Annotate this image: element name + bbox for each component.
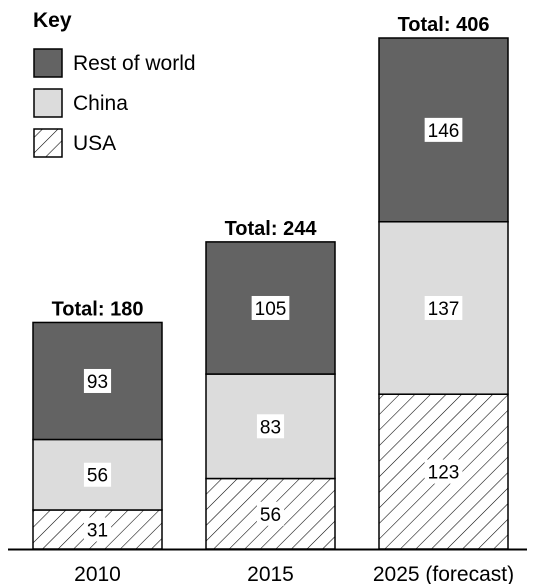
x-tick-labels: 2010 2015 2025 (forecast) xyxy=(74,563,514,584)
legend-swatch-rest-of-world xyxy=(33,48,63,78)
bars: 31 56 93 Total: 180 56 83 105 Total: 244 123 137 1… xyxy=(32,14,509,550)
value-label-usa-2010: 31 xyxy=(87,520,108,541)
value-label-box-china-2010 xyxy=(83,462,112,487)
value-label-rest-of-world-2010: 93 xyxy=(87,372,108,393)
value-label-china-2015: 83 xyxy=(260,417,281,438)
value-label-box-china-2015 xyxy=(256,414,285,439)
legend-swatch-china xyxy=(33,88,63,118)
value-label-box-china-2025-forecast xyxy=(424,295,463,320)
x-tick-label-2015: 2015 xyxy=(247,563,294,584)
total-label-2015: Total: 244 xyxy=(225,218,318,240)
value-label-china-2010: 56 xyxy=(87,466,108,487)
value-label-box-rest-of-world-2025-forecast xyxy=(424,117,463,142)
value-label-box-rest-of-world-2010 xyxy=(83,368,112,393)
value-label-usa-2015: 56 xyxy=(260,505,281,526)
legend: Key Rest of world China USA xyxy=(33,9,196,158)
x-tick-label-2010: 2010 xyxy=(74,563,121,584)
value-label-usa-2025-forecast: 123 xyxy=(428,463,460,484)
legend-swatch-usa xyxy=(33,128,63,158)
value-label-box-usa-2015 xyxy=(256,501,285,526)
legend-item-rest-of-world: Rest of world xyxy=(33,48,196,78)
total-label-2010: Total: 180 xyxy=(52,298,144,320)
value-label-rest-of-world-2015: 105 xyxy=(255,299,287,320)
bar-segment-china-2010 xyxy=(32,438,163,511)
total-label-2025-forecast: Total: 406 xyxy=(398,14,490,36)
value-label-box-usa-2025-forecast xyxy=(424,459,463,484)
value-label-rest-of-world-2025-forecast: 146 xyxy=(428,121,460,142)
legend-label-china: China xyxy=(73,92,128,115)
value-label-box-usa-2010 xyxy=(83,517,112,542)
legend-label-usa: USA xyxy=(73,132,116,155)
legend-label-rest-of-world: Rest of world xyxy=(73,52,196,75)
x-tick-label-2025-forecast: 2025 (forecast) xyxy=(373,563,514,584)
legend-item-usa: USA xyxy=(33,128,116,158)
value-label-china-2025-forecast: 137 xyxy=(428,299,460,320)
legend-title: Key xyxy=(33,9,72,32)
legend-item-china: China xyxy=(33,88,128,118)
value-label-box-rest-of-world-2015 xyxy=(251,295,290,320)
